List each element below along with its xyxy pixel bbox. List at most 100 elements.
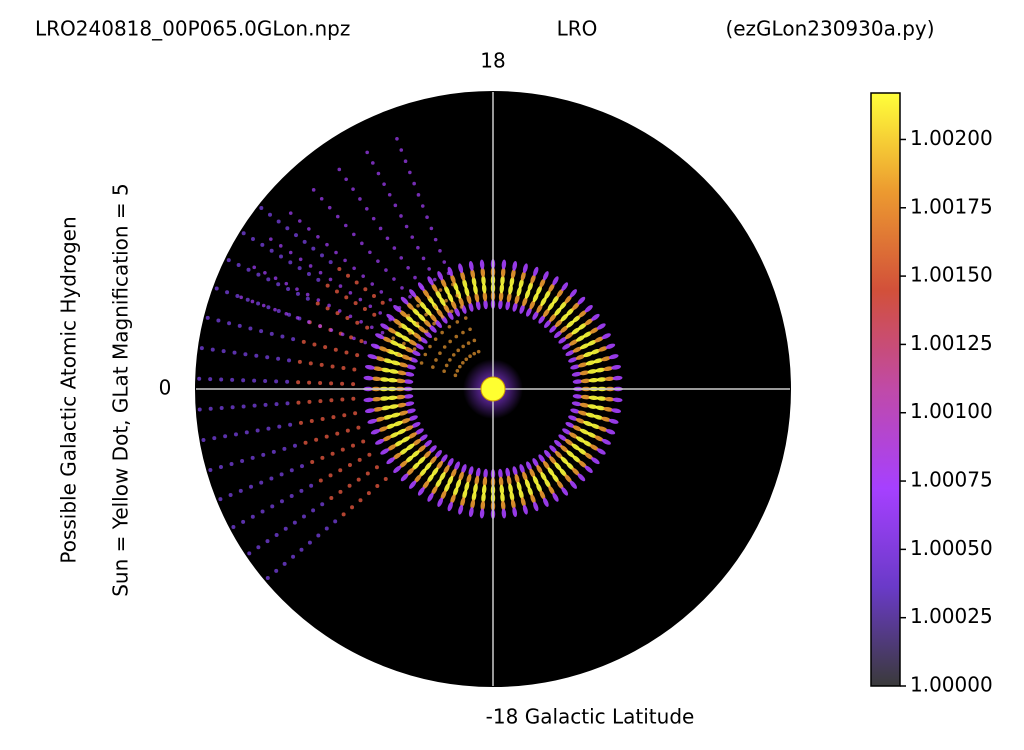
- ray-dot: [309, 483, 314, 488]
- ring-dot: [568, 357, 578, 363]
- ray-dot: [358, 297, 363, 302]
- ring-dot: [390, 412, 401, 418]
- ray-dot: [359, 320, 363, 324]
- ray-dot: [324, 526, 329, 531]
- ray-dot: [288, 250, 293, 255]
- ring-dot: [458, 263, 464, 274]
- ray-dot: [416, 303, 420, 308]
- sky-pattern: [197, 137, 623, 580]
- ray-dot: [246, 267, 251, 272]
- ray-dot: [344, 350, 349, 355]
- ring-dot: [364, 364, 375, 370]
- ring-dot: [419, 468, 427, 477]
- ray-dot: [320, 455, 325, 460]
- ring-dot: [601, 438, 611, 445]
- ring-dot: [584, 305, 593, 313]
- ring-dot: [560, 456, 569, 465]
- ray-dot: [232, 350, 237, 355]
- ray-dot: [431, 365, 435, 369]
- ring-dot: [549, 313, 557, 322]
- ray-dot: [286, 287, 291, 292]
- ring-dot: [473, 483, 478, 494]
- ring-dot: [605, 343, 616, 349]
- ring-dot: [405, 327, 415, 335]
- ring-dot: [406, 467, 415, 476]
- ray-dot: [288, 211, 293, 215]
- ray-dot: [251, 237, 256, 242]
- ray-dot: [297, 266, 302, 271]
- colorbar-tick-label: 1.00100: [910, 399, 993, 423]
- ring-dot: [379, 377, 390, 382]
- ring-dot: [380, 323, 390, 330]
- ring-dot: [582, 331, 592, 338]
- ray-dot: [329, 328, 334, 332]
- ray-dot: [358, 498, 363, 503]
- ring-dot: [387, 377, 398, 383]
- ring-dot: [585, 412, 596, 418]
- ring-dot: [571, 401, 582, 407]
- ring-dot: [526, 461, 532, 471]
- ray-dot: [305, 296, 310, 301]
- ring-dot: [404, 401, 415, 407]
- ray-dot: [384, 268, 388, 272]
- ring-dot: [552, 276, 559, 286]
- ray-dot: [451, 282, 455, 287]
- ray-dot: [276, 356, 281, 361]
- ring-dot: [604, 396, 615, 402]
- ring-dot: [587, 404, 598, 409]
- ray-dot: [402, 341, 406, 346]
- ring-dot: [612, 397, 623, 403]
- ring-dot: [522, 504, 528, 515]
- ray-dot: [365, 206, 369, 211]
- ring-dot: [578, 310, 587, 318]
- ring-dot: [501, 259, 507, 270]
- ray-dot: [459, 305, 464, 309]
- ray-dot: [464, 357, 469, 362]
- ring-dot: [565, 422, 575, 428]
- ring-dot: [375, 416, 385, 422]
- ray-dot: [325, 242, 329, 247]
- ring-dot: [585, 360, 596, 366]
- ring-dot: [576, 335, 585, 342]
- ray-dot: [311, 246, 316, 251]
- ray-dot: [371, 161, 375, 165]
- ring-dot: [431, 283, 438, 293]
- ring-dot: [571, 443, 581, 451]
- ring-dot: [569, 432, 579, 439]
- ray-dot: [212, 436, 217, 441]
- ring-dot: [468, 260, 474, 271]
- ray-dot: [283, 526, 288, 531]
- ray-dot: [327, 303, 331, 308]
- ray-dot: [391, 336, 396, 340]
- ring-dot: [559, 468, 567, 477]
- colorbar-tick-label: 1.00150: [910, 263, 993, 287]
- ring-dot: [539, 278, 546, 288]
- ring-dot: [601, 356, 611, 362]
- ring-dot: [396, 370, 407, 376]
- ray-dot: [356, 425, 361, 430]
- ray-dot: [284, 311, 289, 316]
- bottom-label: -18 Galactic Latitude: [486, 705, 695, 729]
- ring-dot: [498, 299, 503, 310]
- ray-dot: [266, 426, 271, 431]
- ring-dot: [444, 285, 450, 295]
- ring-dot: [554, 330, 563, 338]
- ray-dot: [403, 159, 408, 164]
- ring-dot: [447, 310, 454, 320]
- ray-dot: [311, 508, 316, 513]
- ray-dot: [318, 478, 323, 483]
- ray-dot: [338, 489, 343, 494]
- ray-dot: [201, 438, 206, 443]
- ray-dot: [282, 561, 287, 566]
- ray-dot: [378, 226, 383, 231]
- ring-dot: [450, 468, 457, 478]
- ray-dot: [308, 264, 313, 268]
- ray-dot: [374, 344, 379, 349]
- ray-dot: [399, 256, 404, 260]
- ray-dot: [361, 274, 365, 278]
- ring-dot: [447, 501, 453, 512]
- ray-dot: [295, 316, 300, 320]
- ring-dot: [392, 318, 402, 326]
- ring-dot: [570, 408, 580, 414]
- ring-dot: [533, 501, 539, 512]
